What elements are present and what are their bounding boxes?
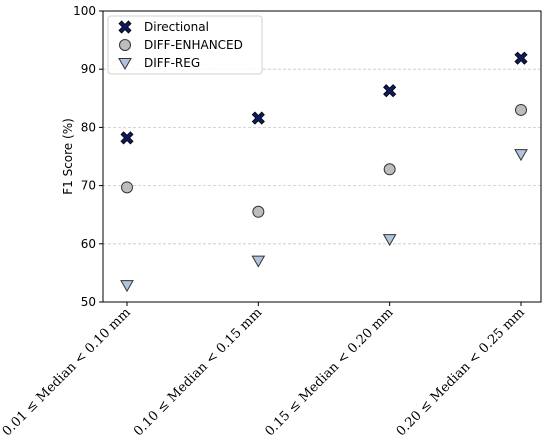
y-tick-label: 90	[81, 62, 96, 76]
legend-marker-diff-reg	[118, 58, 132, 71]
legend-label: DIFF-REG	[144, 56, 200, 70]
y-tick-label: 70	[81, 179, 96, 193]
legend-label: DIFF-ENHANCED	[144, 38, 243, 52]
x-tick-label: 0.20 ≤ Median < 0.25 mm	[394, 305, 528, 439]
point-directional	[383, 84, 397, 98]
y-axis: 50 60 70 80 90 100	[73, 4, 103, 309]
data-marks	[120, 51, 528, 293]
legend-label: Directional	[144, 20, 209, 34]
y-tick-label: 50	[81, 295, 96, 309]
point-diff-enhanced	[383, 163, 396, 176]
legend-box	[107, 15, 263, 75]
legend-marker-diff-enhanced	[119, 39, 131, 51]
point-directional	[120, 131, 134, 145]
x-tick-label: 0.10 ≤ Median < 0.15 mm	[131, 305, 265, 439]
grid-layer	[103, 68, 541, 245]
point-diff-reg	[382, 234, 397, 247]
x-tick-label: 0.01 ≤ Median < 0.10 mm	[0, 305, 134, 439]
plot-frame	[102, 10, 542, 303]
point-diff-reg	[120, 280, 134, 293]
y-tick-label: 60	[81, 237, 96, 251]
y-tick-label: 80	[81, 120, 96, 134]
x-tick-label: 0.15 ≤ Median < 0.20 mm	[262, 305, 396, 439]
point-directional	[514, 51, 528, 65]
y-tick-label: 100	[73, 4, 96, 18]
point-directional	[251, 111, 265, 125]
point-diff-enhanced	[515, 103, 527, 116]
point-diff-enhanced	[252, 205, 265, 218]
point-diff-reg	[251, 255, 266, 268]
point-diff-reg	[514, 149, 528, 162]
point-diff-enhanced	[121, 181, 133, 194]
legend-marker-directional	[118, 20, 132, 34]
legend: Directional DIFF-ENHANCED DIFF-REG	[107, 15, 263, 75]
x-axis: 0.01 ≤ Median < 0.10 mm0.10 ≤ Median < 0…	[0, 302, 528, 439]
y-axis-label: F1 Score (%)	[61, 118, 75, 195]
